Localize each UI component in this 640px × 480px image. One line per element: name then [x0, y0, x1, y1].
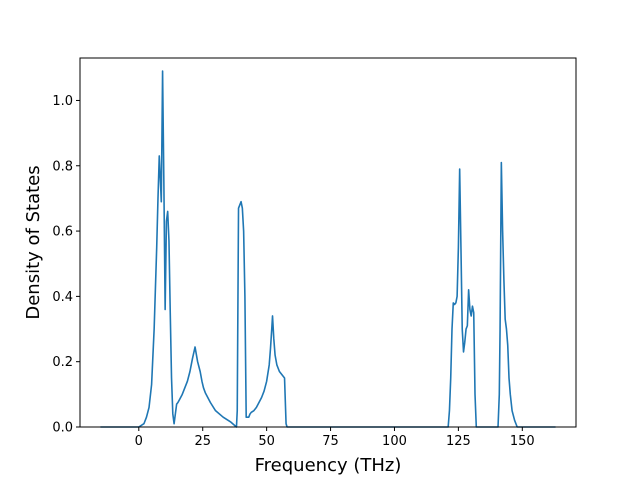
y-tick-label: 1.0 [52, 94, 73, 109]
y-tick-label: 0.6 [52, 225, 73, 240]
series-line-0 [100, 70, 556, 428]
x-tick-label: 50 [258, 434, 275, 449]
x-tick-label: 25 [194, 434, 211, 449]
x-tick-label: 125 [446, 434, 471, 449]
x-tick-label: 100 [382, 434, 407, 449]
x-tick-label: 0 [135, 434, 143, 449]
axis-ticks: 0 25 50 75 100 125 150 0.0 0.2 0.4 0.6 0.8 1.0 [52, 94, 534, 449]
y-tick-label: 0.8 [52, 159, 73, 174]
x-tick-label: 75 [322, 434, 339, 449]
y-tick-label: 0.2 [52, 355, 73, 370]
x-axis-label: Frequency (THz) [255, 455, 402, 476]
y-tick-label: 0.0 [52, 421, 73, 436]
y-tick-label: 0.4 [52, 290, 73, 305]
axes-frame [79, 57, 577, 428]
plot-area [100, 70, 556, 428]
y-axis-label: Density of States [23, 165, 44, 319]
x-tick-label: 150 [510, 434, 535, 449]
